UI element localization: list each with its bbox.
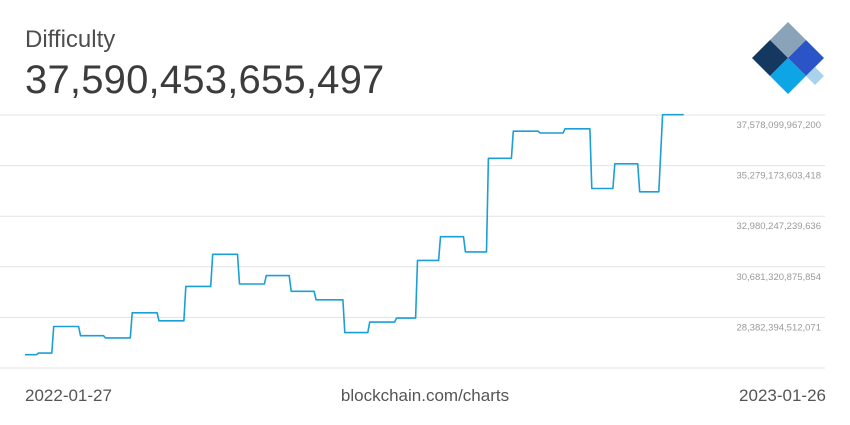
current-difficulty-value: 37,590,453,655,497 [25,58,385,102]
y-tick-label: 32,980,247,239,636 [736,221,821,232]
end-date-label: 2023-01-26 [739,386,826,405]
logo-tile-bottom [770,58,806,94]
grid-lines [0,114,825,369]
y-tick-label: 35,279,173,603,418 [736,171,821,182]
difficulty-series-line [25,113,684,356]
blockchain-logo-icon[interactable] [748,18,828,98]
y-tick-label: 28,382,394,512,071 [736,322,821,333]
chart-title: Difficulty [25,26,116,53]
y-axis-ticks: 37,578,099,967,200 35,279,173,603,418 32,9… [736,120,821,333]
logo-tile-small [806,67,824,85]
source-label: blockchain.com/charts [340,386,510,405]
y-tick-label: 37,578,099,967,200 [736,120,821,131]
start-date-label: 2022-01-27 [25,386,112,405]
y-tick-label: 30,681,320,875,854 [736,272,821,283]
